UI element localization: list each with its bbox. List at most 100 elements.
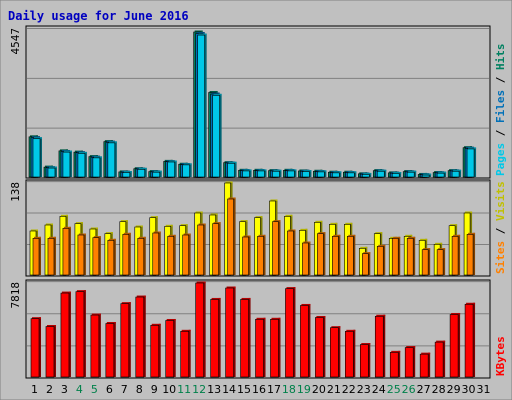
bar-side-sites bbox=[39, 236, 41, 275]
bar-pages-day-26 bbox=[406, 171, 415, 178]
bar-kbytes-day-6 bbox=[105, 323, 115, 378]
bar-side-sites bbox=[308, 241, 311, 275]
bar-top-kbytes bbox=[181, 329, 191, 332]
bar-top-pages bbox=[318, 170, 327, 172]
x-axis-tick-labels: 1 2 3 4 5 6 7 8 9 10 11 12 13 14 15 16 17 18 19 20 21 22 23 24 2… bbox=[31, 383, 491, 396]
bar-sites-day-11 bbox=[182, 234, 189, 276]
bar-kbytes-day-29 bbox=[449, 314, 459, 378]
bar-top-kbytes bbox=[46, 325, 56, 327]
legend-item: Visits bbox=[494, 181, 507, 221]
bar-kbytes-day-3 bbox=[60, 292, 70, 378]
bar-sites-day-10 bbox=[167, 236, 175, 276]
bar-top-pages bbox=[303, 170, 312, 172]
bar-side-kbytes bbox=[158, 323, 161, 377]
bar-top-pages bbox=[348, 171, 357, 173]
bar-kbytes-day-2 bbox=[45, 326, 55, 378]
bar-top-pages bbox=[333, 171, 342, 173]
bar-top-kbytes bbox=[61, 291, 71, 294]
x-tick-label: 8 bbox=[136, 383, 143, 396]
bar-side-pages bbox=[84, 151, 87, 177]
bar-pages-day-20 bbox=[317, 171, 325, 178]
bar-side-kbytes bbox=[443, 340, 446, 377]
bar-top-pages bbox=[78, 151, 87, 154]
bar-sites-day-14 bbox=[227, 198, 234, 276]
bar-side-kbytes bbox=[203, 281, 206, 377]
bar-side-kbytes bbox=[128, 302, 131, 377]
bar-pages-day-27 bbox=[421, 174, 430, 178]
x-tick-label: 13 bbox=[207, 383, 221, 396]
bar-top-pages bbox=[288, 169, 297, 171]
bar-side-pages bbox=[99, 156, 102, 177]
bar-side-pages bbox=[114, 141, 117, 177]
x-tick-label: 26 bbox=[402, 383, 416, 396]
bar-side-kbytes bbox=[248, 297, 251, 377]
bar-top-kbytes bbox=[271, 317, 281, 320]
bar-pages-day-30 bbox=[466, 148, 475, 178]
bar-side-sites bbox=[233, 197, 236, 275]
bar-top-visits bbox=[45, 223, 53, 225]
bar-top-visits bbox=[420, 238, 428, 241]
bar-pages-day-8 bbox=[137, 169, 146, 178]
bar-side-kbytes bbox=[353, 329, 356, 377]
bar-top-kbytes bbox=[196, 281, 206, 283]
bar-pages-day-7 bbox=[122, 172, 131, 178]
bar-pages-day-22 bbox=[347, 172, 355, 178]
bar-top-visits bbox=[405, 234, 413, 237]
bar-top-kbytes bbox=[241, 297, 251, 300]
bar-top-kbytes bbox=[406, 346, 416, 348]
bar-top-kbytes bbox=[421, 352, 431, 355]
bar-top-kbytes bbox=[91, 313, 101, 316]
legend-item: Pages bbox=[494, 143, 507, 176]
bar-sites-day-20 bbox=[317, 233, 324, 276]
bar-side-pages bbox=[144, 167, 147, 177]
bar-top-visits bbox=[75, 222, 83, 224]
bar-kbytes-day-26 bbox=[404, 347, 414, 378]
bar-pages-day-1 bbox=[32, 138, 41, 178]
bar-top-pages bbox=[273, 169, 282, 172]
bar-side-kbytes bbox=[278, 317, 281, 377]
bar-top-visits bbox=[465, 211, 473, 213]
bar-sites-day-26 bbox=[406, 238, 414, 276]
bar-pages-day-15 bbox=[242, 170, 250, 178]
bar-sites-day-21 bbox=[332, 236, 339, 276]
bar-top-files bbox=[211, 92, 220, 95]
bar-kbytes-day-4 bbox=[75, 291, 85, 378]
bar-kbytes-day-24 bbox=[374, 315, 384, 378]
y-max-label-middle: 138 bbox=[9, 182, 22, 202]
bar-top-kbytes bbox=[76, 290, 86, 292]
bar-kbytes-day-27 bbox=[419, 353, 429, 378]
bar-side-sites bbox=[248, 235, 251, 275]
bar-top-kbytes bbox=[376, 314, 386, 317]
bar-sites-day-16 bbox=[257, 236, 264, 276]
bar-side-pages bbox=[414, 170, 417, 177]
legend-item: KBytes bbox=[494, 336, 507, 376]
bar-side-kbytes bbox=[53, 325, 56, 377]
bar-kbytes-day-17 bbox=[270, 318, 279, 378]
bar-top-pages bbox=[258, 169, 267, 171]
bar-top-sites bbox=[108, 238, 116, 241]
bar-side-sites bbox=[458, 234, 461, 275]
bar-kbytes-day-30 bbox=[464, 303, 474, 378]
x-tick-label: 12 bbox=[192, 383, 206, 396]
bar-top-sites bbox=[243, 235, 251, 237]
bar-top-visits bbox=[225, 181, 233, 183]
bar-top-pages bbox=[468, 147, 477, 149]
bar-kbytes-day-20 bbox=[315, 317, 324, 378]
x-tick-label: 4 bbox=[76, 383, 83, 396]
bar-top-visits bbox=[120, 220, 128, 222]
bar-side-kbytes bbox=[68, 291, 71, 377]
x-tick-label: 6 bbox=[106, 383, 113, 396]
bar-kbytes-day-15 bbox=[240, 299, 249, 378]
x-tick-label: 20 bbox=[312, 383, 326, 396]
x-tick-label: 19 bbox=[297, 383, 311, 396]
bar-top-sites bbox=[48, 236, 56, 239]
bar-sites-day-1 bbox=[32, 238, 40, 276]
bar-sites-day-30 bbox=[466, 234, 474, 276]
bar-pages-day-10 bbox=[167, 161, 176, 178]
x-tick-label: 22 bbox=[342, 383, 356, 396]
bar-top-sites bbox=[213, 222, 221, 224]
bar-side-pages bbox=[339, 171, 342, 177]
bar-top-hits bbox=[194, 30, 203, 32]
bar-side-sites bbox=[188, 233, 191, 275]
bar-top-visits bbox=[195, 211, 203, 213]
